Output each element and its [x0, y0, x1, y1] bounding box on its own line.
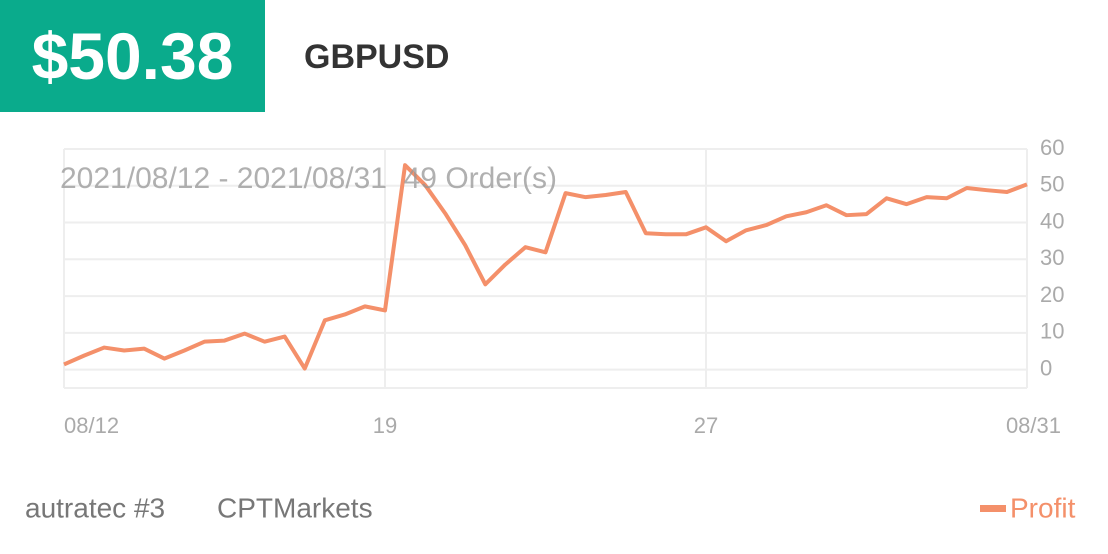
y-tick-label: 50: [1040, 172, 1064, 197]
y-tick-label: 30: [1040, 245, 1064, 270]
symbol: GBPUSD: [304, 38, 450, 76]
profit-amount: $50.38: [0, 0, 265, 112]
y-tick-label: 60: [1040, 135, 1064, 160]
date-range-overlay: 2021/08/12 - 2021/08/31 49 Order(s): [60, 162, 557, 195]
x-tick-label: 08/31: [1006, 413, 1061, 438]
y-tick-label: 0: [1040, 355, 1052, 380]
legend-label: Profit: [1010, 492, 1076, 523]
x-tick-label: 27: [694, 413, 718, 438]
x-tick-label: 19: [373, 413, 397, 438]
y-tick-label: 20: [1040, 282, 1064, 307]
y-tick-label: 10: [1040, 319, 1064, 344]
profit-line: [63, 163, 1028, 371]
legend-swatch: [980, 505, 1006, 512]
y-tick-label: 40: [1040, 208, 1064, 233]
account: autratec #3: [25, 492, 165, 523]
x-tick-label: 08/12: [64, 413, 119, 438]
broker: CPTMarkets: [217, 492, 373, 523]
